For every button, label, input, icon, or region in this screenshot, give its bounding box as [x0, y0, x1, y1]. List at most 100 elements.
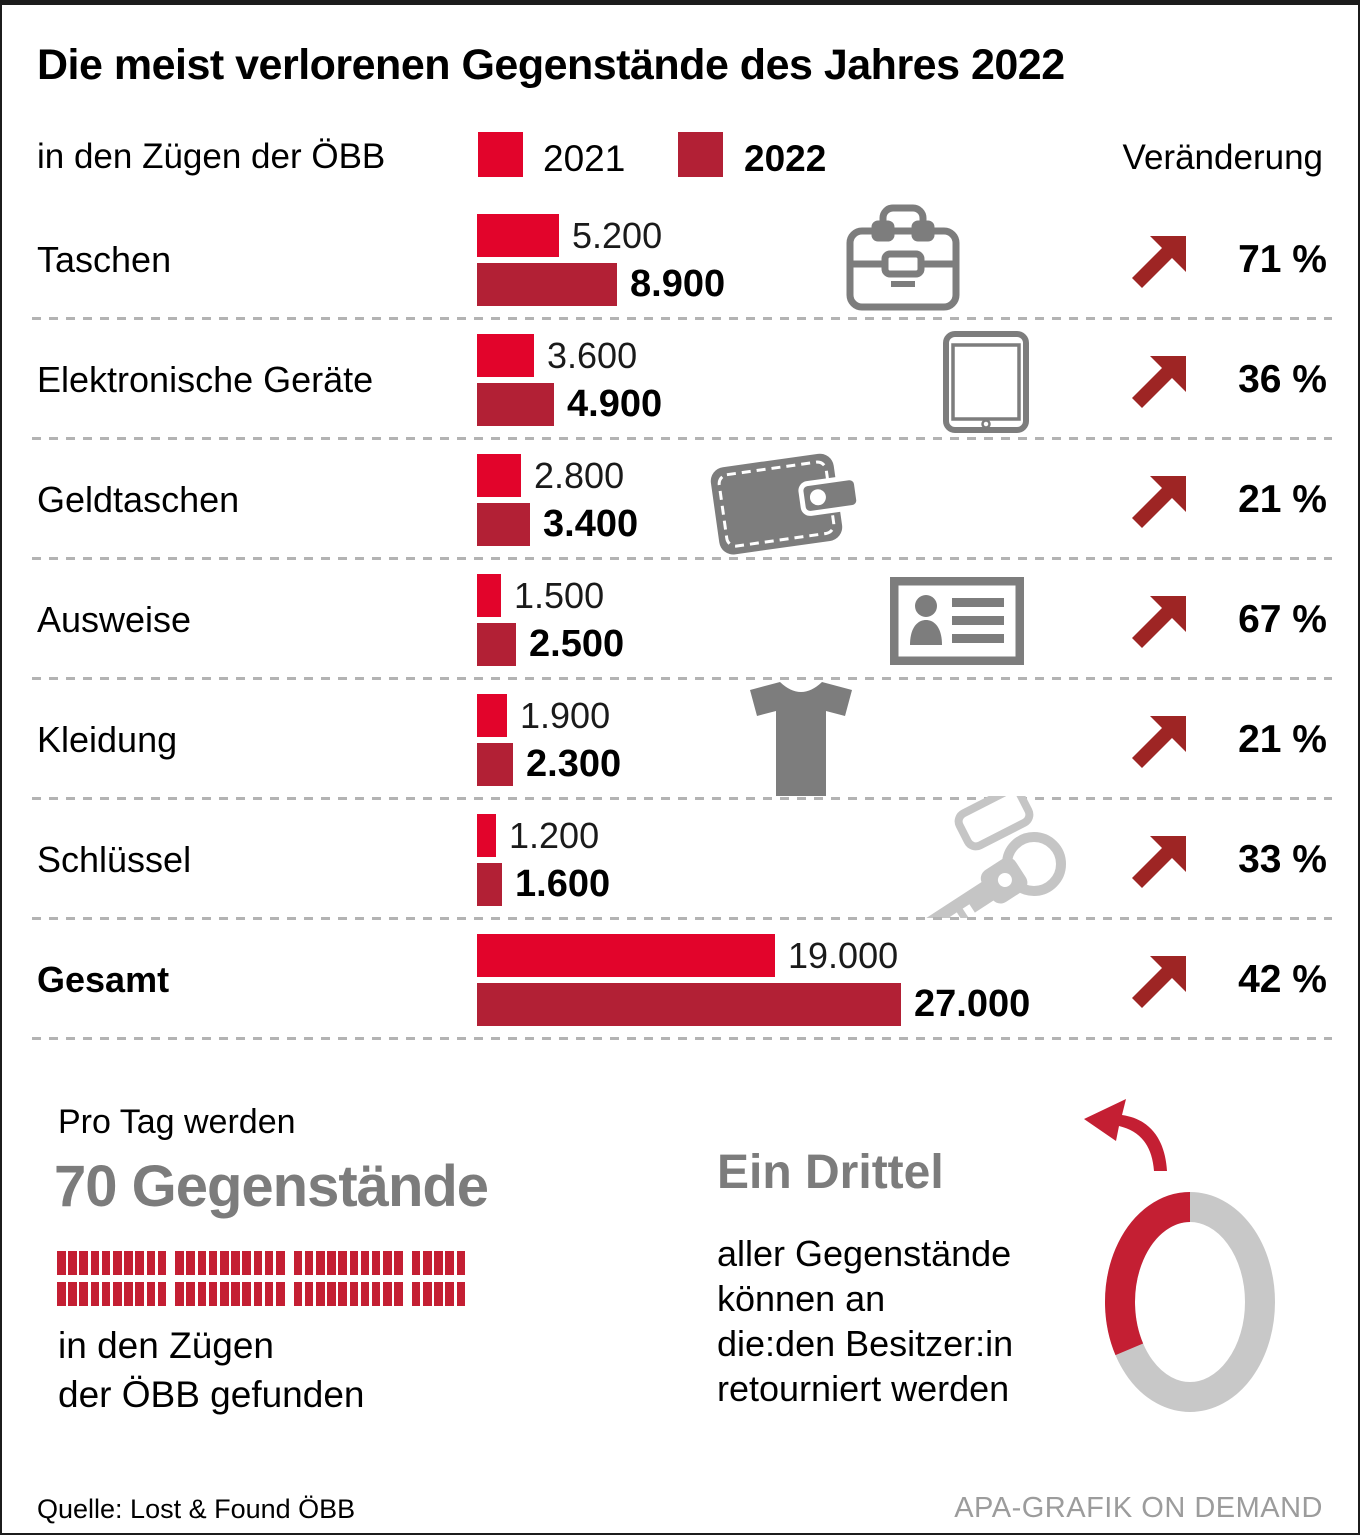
bar-group: 1.900 2.300: [477, 694, 621, 786]
per-day-caption: in den Zügen der ÖBB gefunden: [58, 1321, 365, 1419]
pictogram-unit: [360, 1251, 370, 1275]
value-2021: 1.500: [514, 574, 605, 616]
pictogram-unit: [57, 1251, 66, 1275]
wallet-icon: [700, 445, 868, 555]
pictogram-unit: [242, 1251, 251, 1275]
dashed-divider: [32, 437, 1332, 440]
increase-arrow-icon: [1132, 236, 1186, 288]
bar-2022: [477, 743, 513, 786]
category-label: Schlüssel: [37, 839, 192, 880]
pictogram-unit: [175, 1282, 184, 1306]
chart-subtitle: in den Zügen der ÖBB: [37, 137, 386, 176]
pictogram-unit: [186, 1251, 196, 1275]
pictogram-unit: [293, 1251, 303, 1275]
value-2021: 5.200: [572, 214, 663, 256]
bar-group: 2.800 3.400: [477, 454, 638, 546]
increase-arrow-icon: [1132, 716, 1186, 768]
category-label: Geldtaschen: [37, 479, 240, 520]
pictogram-unit: [338, 1282, 347, 1306]
table-row: Gesamt 19.000 27.000 42 %: [2, 920, 1360, 1040]
pictogram-unit: [220, 1251, 229, 1275]
pictogram-unit: [349, 1251, 359, 1275]
table-row: Ausweise 1.500 2.500 67 %: [2, 560, 1360, 680]
pictogram-unit: [186, 1282, 196, 1306]
pictogram-unit: [90, 1282, 100, 1306]
tshirt-icon: [742, 680, 860, 798]
pictogram-unit: [253, 1282, 263, 1306]
change-percent: 21 %: [1238, 718, 1327, 761]
change-percent: 21 %: [1238, 478, 1327, 521]
pictogram-unit: [293, 1282, 303, 1306]
per-day-caption-line: in den Zügen: [58, 1325, 275, 1366]
pictogram-unit: [423, 1282, 432, 1306]
pictogram-unit: [434, 1282, 443, 1306]
table-row: Taschen 5.200 8.900 71 %: [2, 200, 1360, 320]
category-label: Kleidung: [37, 719, 178, 760]
value-2021: 2.800: [534, 454, 625, 496]
category-label: Gesamt: [37, 959, 170, 1000]
returned-text: aller Gegenstände können an die:den Besi…: [717, 1231, 1013, 1411]
pictogram-unit: [135, 1251, 144, 1275]
increase-arrow-icon: [1132, 476, 1186, 528]
page-title: Die meist verlorenen Gegenstände des Jah…: [37, 41, 1065, 89]
pictogram-unit: [79, 1282, 88, 1306]
change-percent: 33 %: [1238, 838, 1327, 881]
pictogram-unit: [315, 1251, 325, 1275]
pictogram-unit: [445, 1251, 454, 1275]
pictogram-unit: [349, 1282, 359, 1306]
pictogram-unit: [112, 1282, 122, 1306]
per-day-intro: Pro Tag werden: [58, 1103, 296, 1141]
pictogram-unit: [371, 1282, 381, 1306]
change-percent: 67 %: [1238, 598, 1327, 641]
credit-note: APA-GRAFIK ON DEMAND: [954, 1492, 1323, 1524]
value-2022: 4.900: [567, 383, 663, 425]
value-2021: 1.200: [509, 814, 600, 856]
increase-arrow-icon: [1132, 836, 1186, 888]
change-percent: 42 %: [1238, 958, 1327, 1001]
value-2021: 3.600: [547, 334, 638, 376]
value-2022: 1.600: [515, 863, 611, 905]
returned-text-line: können an: [717, 1278, 886, 1319]
pictogram-unit: [383, 1282, 392, 1306]
increase-arrow-icon: [1132, 596, 1186, 648]
pictogram-unit: [304, 1251, 314, 1275]
pictogram-unit: [434, 1251, 443, 1275]
pictogram-unit: [383, 1251, 392, 1275]
dashed-divider: [32, 557, 1332, 560]
bar-group: 3.600 4.900: [477, 334, 662, 426]
briefcase-icon: [845, 198, 961, 312]
pictogram-unit: [220, 1282, 229, 1306]
legend-swatch-2022: [678, 132, 723, 177]
value-2021: 1.900: [520, 694, 611, 736]
pictogram-unit: [394, 1251, 403, 1275]
table-row: Elektronische Geräte 3.600 4.900 36 %: [2, 320, 1360, 440]
pictogram-unit: [231, 1282, 240, 1306]
bar-2021: [477, 454, 521, 497]
value-2022: 27.000: [914, 983, 1031, 1025]
pictogram-unit: [146, 1251, 156, 1275]
pictogram-unit: [411, 1251, 421, 1275]
dashed-divider: [32, 1037, 1332, 1040]
items-pictogram: [57, 1251, 466, 1306]
bar-group: 19.000 27.000: [477, 934, 1030, 1026]
pictogram-unit: [371, 1251, 381, 1275]
legend-label-2022: 2022: [744, 138, 827, 179]
value-2022: 2.300: [526, 743, 622, 785]
pictogram-unit: [146, 1282, 156, 1306]
change-column-header: Veränderung: [1122, 138, 1323, 177]
pictogram-unit: [275, 1251, 285, 1275]
return-arrow-icon: [1084, 1099, 1167, 1171]
returned-headline: Ein Drittel: [717, 1146, 944, 1199]
pictogram-unit: [197, 1282, 207, 1306]
per-day-headline: 70 Gegenstände: [54, 1154, 489, 1219]
pictogram-unit: [327, 1282, 336, 1306]
pictogram-unit: [79, 1251, 88, 1275]
pictogram-unit: [456, 1251, 466, 1275]
pictogram-unit: [101, 1282, 111, 1306]
increase-arrow-icon: [1132, 956, 1186, 1008]
pictogram-unit: [338, 1251, 347, 1275]
bar-2021: [477, 694, 507, 737]
tablet-icon: [942, 331, 1030, 433]
pictogram-unit: [90, 1251, 100, 1275]
pictogram-unit: [327, 1251, 336, 1275]
